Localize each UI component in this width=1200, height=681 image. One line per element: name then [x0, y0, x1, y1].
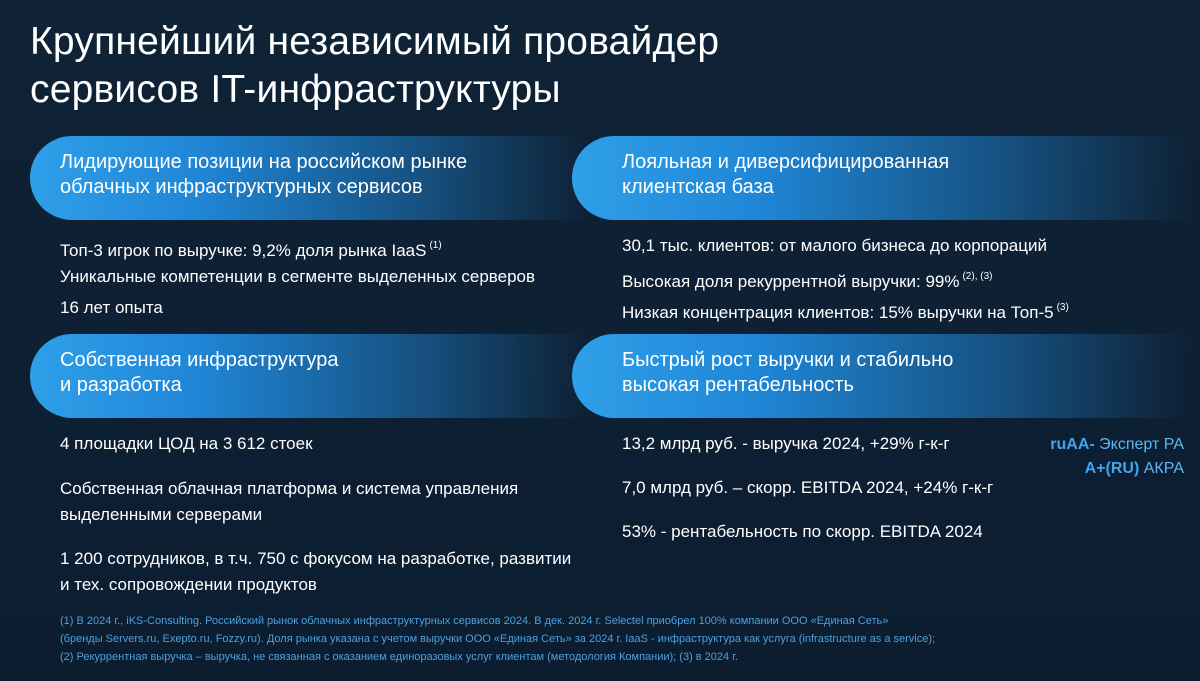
clients-header-line-2: клиентская база: [622, 176, 774, 198]
growth-header-line-2: высокая рентабельность: [622, 374, 854, 396]
rating-akra: A+(RU) АКРА: [1085, 458, 1184, 480]
footnotes: (1) В 2024 г., iKS-Consulting. Российски…: [60, 612, 1180, 666]
clients-item-2: Высокая доля рекуррентной выручки: 99% (2…: [622, 265, 992, 294]
market-item-2: Уникальные компетенции в сегменте выделе…: [60, 265, 535, 289]
market-item-3: 16 лет опыта: [60, 296, 163, 320]
market-item-3-text: 16 лет опыта: [60, 298, 163, 317]
rating-2-agency: АКРА: [1143, 460, 1184, 477]
infra-item-1-line-1: 4 площадки ЦОД на 3 612 стоек: [60, 434, 313, 453]
footnote-line-3: (2) Рекуррентная выручка – выручка, не с…: [60, 651, 738, 663]
market-item-1: Топ-3 игрок по выручке: 9,2% доля рынка …: [60, 234, 442, 263]
footnote-line-1: (1) В 2024 г., iKS-Consulting. Российски…: [60, 615, 889, 627]
growth-item-3-text: 53% - рентабельность по скорр. EBITDA 20…: [622, 522, 983, 541]
market-header-line-2: облачных инфраструктурных сервисов: [60, 176, 423, 198]
page-title-line-2: сервисов IT-инфраструктуры: [30, 68, 561, 111]
infra-item-3-line-1: 1 200 сотрудников, в т.ч. 750 с фокусом …: [60, 549, 572, 568]
growth-item-2: 7,0 млрд руб. – скорр. EBITDA 2024, +24%…: [622, 476, 993, 500]
infra-item-3: 1 200 сотрудников, в т.ч. 750 с фокусом …: [60, 546, 571, 598]
market-item-1-note: (1): [429, 240, 442, 251]
clients-header-line-1: Лояльная и диверсифицированная: [622, 151, 950, 173]
page-title: Крупнейший независимый провайдер сервисо…: [30, 18, 930, 114]
clients-item-2-note: (2), (3): [962, 271, 993, 282]
market-header: Лидирующие позиции на российском рынке о…: [30, 136, 590, 220]
clients-item-3-note: (3): [1056, 302, 1069, 313]
infra-item-3-line-2: и тех. сопровождении продуктов: [60, 575, 317, 594]
infra-item-2-line-2: выделенными серверами: [60, 505, 263, 524]
clients-item-1: 30,1 тыс. клиентов: от малого бизнеса до…: [622, 234, 1047, 258]
growth-header: Быстрый рост выручки и стабильно высокая…: [572, 334, 1192, 418]
infra-item-1: 4 площадки ЦОД на 3 612 стоек: [60, 432, 313, 456]
growth-item-3: 53% - рентабельность по скорр. EBITDA 20…: [622, 520, 983, 544]
growth-item-2-text: 7,0 млрд руб. – скорр. EBITDA 2024, +24%…: [622, 478, 994, 497]
market-header-line-1: Лидирующие позиции на российском рынке: [60, 151, 468, 173]
clients-item-2-text: Высокая доля рекуррентной выручки: 99%: [622, 272, 960, 291]
infra-header-line-1: Собственная инфраструктура: [60, 349, 339, 371]
rating-expert-ra: ruAA- Эксперт РА: [1050, 434, 1184, 456]
growth-item-1: 13,2 млрд руб. - выручка 2024, +29% г-к-…: [622, 432, 950, 456]
clients-item-3: Низкая концентрация клиентов: 15% выручк…: [622, 296, 1069, 325]
clients-item-3-text: Низкая концентрация клиентов: 15% выручк…: [622, 303, 1054, 322]
footnote-line-2: (бренды Servers.ru, Exepto.ru, Fozzy.ru)…: [60, 633, 936, 645]
infra-item-2: Собственная облачная платформа и система…: [60, 476, 518, 528]
infra-item-2-line-1: Собственная облачная платформа и система…: [60, 479, 519, 498]
rating-2-grade: A+(RU): [1084, 460, 1140, 477]
clients-item-1-text: 30,1 тыс. клиентов: от малого бизнеса до…: [622, 236, 1047, 255]
page-title-line-1: Крупнейший независимый провайдер: [30, 20, 720, 63]
growth-header-line-1: Быстрый рост выручки и стабильно: [622, 349, 954, 371]
market-item-1-text: Топ-3 игрок по выручке: 9,2% доля рынка …: [60, 241, 427, 260]
rating-1-agency: Эксперт РА: [1099, 436, 1184, 453]
infra-header-line-2: и разработка: [60, 374, 182, 396]
market-item-2-text: Уникальные компетенции в сегменте выделе…: [60, 267, 536, 286]
growth-item-1-text: 13,2 млрд руб. - выручка 2024, +29% г-к-…: [622, 434, 950, 453]
clients-header: Лояльная и диверсифицированная клиентска…: [572, 136, 1192, 220]
rating-1-grade: ruAA-: [1050, 436, 1095, 453]
infra-header: Собственная инфраструктура и разработка: [30, 334, 590, 418]
